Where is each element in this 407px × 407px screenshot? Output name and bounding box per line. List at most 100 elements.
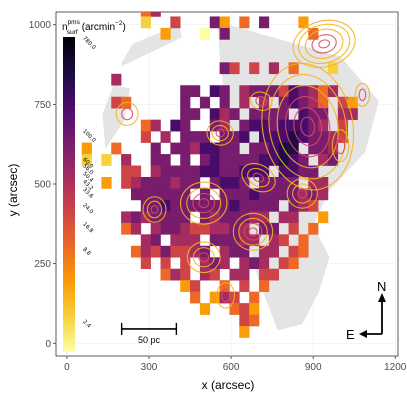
contour-line	[284, 96, 331, 158]
heatmap-cell	[318, 108, 329, 120]
heatmap-cell	[239, 303, 250, 315]
heatmap-cell	[308, 96, 319, 109]
contour-line	[300, 116, 316, 137]
heatmap-cell	[298, 199, 309, 212]
heatmap-cell	[229, 268, 240, 281]
heatmap-cell	[268, 234, 280, 247]
contour-line	[216, 282, 235, 309]
y-tick-label: 0	[45, 339, 51, 350]
colorbar-label: 8.8	[81, 247, 92, 258]
heatmap-cell	[121, 165, 132, 178]
heatmap-cell	[140, 234, 151, 247]
heatmap-cell	[249, 154, 260, 166]
y-tick-label: 250	[34, 259, 51, 270]
heatmap-cell	[308, 131, 319, 143]
heatmap-cell	[229, 211, 240, 224]
heatmap-cell	[259, 96, 270, 109]
heatmap-cell	[318, 96, 329, 109]
heatmap-cell	[229, 234, 240, 247]
heatmap-cell	[209, 142, 220, 155]
heatmap-cell	[278, 108, 289, 120]
heatmap-cell	[150, 176, 161, 189]
heatmap-cell	[249, 199, 260, 212]
contour-line	[318, 39, 331, 49]
y-axis-title: y (arcsec)	[6, 164, 20, 217]
heatmap-cell	[239, 16, 250, 29]
contour-line	[179, 181, 228, 225]
heatmap-cell	[239, 154, 250, 166]
heatmap-cell	[111, 73, 122, 86]
heatmap-cell	[268, 199, 280, 212]
heatmap-cell	[239, 176, 250, 189]
heatmap-cell	[278, 154, 289, 166]
heatmap-cell	[170, 176, 181, 189]
heatmap-cell	[199, 165, 211, 178]
contour-line	[186, 187, 222, 219]
contour-line	[206, 120, 234, 146]
heatmap-cell	[180, 96, 191, 109]
heatmap-cell	[160, 222, 171, 235]
contour-line	[232, 212, 274, 251]
heatmap-cell	[298, 188, 309, 201]
heatmap-cell	[111, 96, 122, 109]
heatmap-cell	[347, 108, 358, 120]
heatmap-cell	[180, 119, 191, 132]
contour-line	[150, 205, 159, 214]
contour-line	[247, 167, 270, 188]
heatmap-cell	[199, 154, 211, 166]
heatmap-cell	[239, 257, 250, 270]
contour-line	[292, 183, 313, 204]
heatmap-cell	[190, 280, 201, 292]
heatmap-cell	[298, 96, 309, 109]
heatmap-cell	[121, 222, 132, 235]
contour-line	[146, 200, 163, 219]
heatmap-cell	[199, 211, 211, 224]
heatmap-cell	[288, 245, 299, 258]
heatmap-cell	[180, 188, 191, 201]
contour-line	[286, 178, 318, 209]
heatmap-cell	[259, 211, 270, 224]
colorbar	[63, 37, 75, 352]
heatmap-cell	[190, 222, 201, 235]
contour-line	[115, 101, 139, 126]
heatmap-cell	[180, 131, 191, 143]
heatmap-cell	[337, 131, 348, 143]
heatmap-cell	[249, 85, 260, 98]
heatmap-cell	[199, 27, 211, 40]
heatmap-cell	[209, 291, 220, 304]
heatmap-cell	[239, 199, 250, 212]
heatmap-cell	[288, 62, 299, 75]
heatmap-cell	[190, 291, 201, 304]
heatmap-cell	[318, 119, 329, 132]
heatmap-cell	[229, 154, 240, 166]
heatmap-cell	[209, 16, 220, 29]
heatmap-cell	[180, 234, 191, 247]
heatmap-cell	[298, 16, 309, 29]
heatmap-cell	[229, 188, 240, 201]
heatmap-cell	[150, 234, 161, 247]
contour-line	[198, 198, 210, 209]
y-tick-label: 1000	[29, 20, 52, 31]
heatmap-cell	[318, 154, 329, 166]
heatmap-cell	[298, 131, 309, 143]
colorbar-title-main: n	[62, 22, 68, 33]
heatmap-cell	[180, 108, 191, 120]
heatmap-cell	[268, 176, 280, 189]
x-axis: 0 300 600 900 1200	[64, 356, 407, 373]
heatmap-cell	[209, 154, 220, 166]
heatmap-cell	[268, 85, 280, 98]
heatmap-cell	[130, 176, 142, 189]
heatmap-cell	[130, 245, 142, 258]
heatmap-cell	[278, 188, 289, 201]
contour-line	[243, 222, 263, 241]
heatmap-cell	[199, 96, 211, 109]
heatmap-cell	[170, 119, 181, 132]
heatmap-cell	[190, 234, 201, 247]
heatmap-cell	[219, 119, 230, 132]
contour-line	[292, 19, 356, 69]
heatmap-cell	[239, 234, 250, 247]
heatmap-cell	[160, 268, 171, 281]
heatmap-cell	[229, 142, 240, 155]
y-tick-label: 750	[34, 100, 51, 111]
heatmap-cell	[239, 280, 250, 292]
